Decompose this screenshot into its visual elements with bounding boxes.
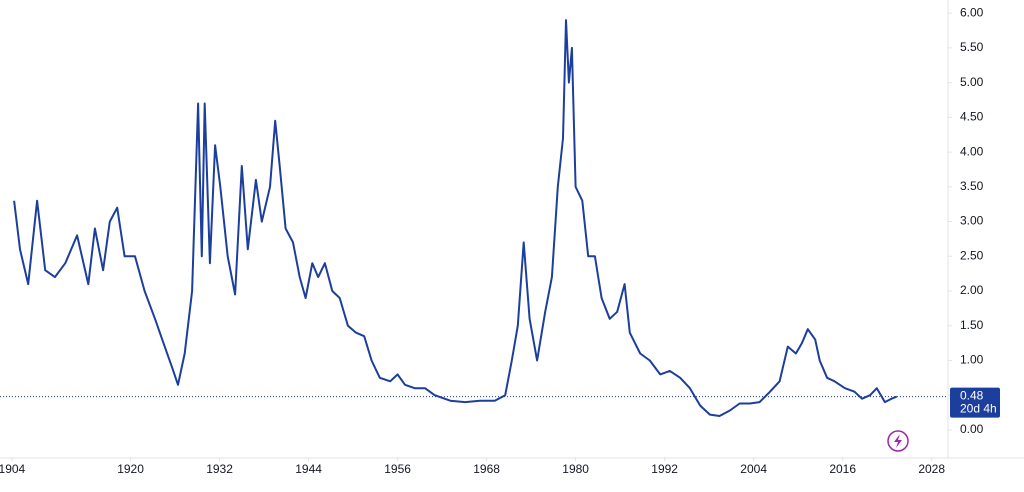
y-tick-label: 3.50 bbox=[960, 179, 984, 193]
price-line bbox=[13, 19, 898, 417]
y-tick-label: 6.00 bbox=[960, 5, 984, 19]
x-tick-label: 1944 bbox=[295, 462, 322, 476]
x-tick-label: 2016 bbox=[829, 462, 856, 476]
x-tick-label: 2004 bbox=[740, 462, 767, 476]
x-tick-label: 1992 bbox=[651, 462, 678, 476]
y-tick-label: 2.00 bbox=[960, 283, 984, 297]
x-tick-label: 1904 bbox=[0, 462, 26, 476]
icon-bolt bbox=[894, 434, 902, 448]
y-tick-label: 0.00 bbox=[960, 422, 984, 436]
x-tick-label: 1920 bbox=[117, 462, 144, 476]
y-tick-label: 3.00 bbox=[960, 214, 984, 228]
alert-icon[interactable] bbox=[887, 430, 909, 452]
last-price-box bbox=[950, 387, 1000, 418]
countdown-label: 20d 4h bbox=[960, 402, 997, 416]
icon-circle bbox=[887, 430, 909, 452]
x-tick-label: 1968 bbox=[473, 462, 500, 476]
x-tick-label: 1980 bbox=[562, 462, 589, 476]
y-tick-label: 1.00 bbox=[960, 353, 984, 367]
y-tick-label: 5.50 bbox=[960, 40, 984, 54]
y-tick-label: 4.00 bbox=[960, 144, 984, 158]
y-tick-label: 5.00 bbox=[960, 75, 984, 89]
y-tick-label: 1.50 bbox=[960, 318, 984, 332]
x-tick-label: 1932 bbox=[206, 462, 233, 476]
x-tick-label: 2028 bbox=[918, 462, 945, 476]
y-tick-label: 4.50 bbox=[960, 110, 984, 124]
last-price-label: 0.48 bbox=[960, 389, 984, 403]
x-tick-label: 1956 bbox=[384, 462, 411, 476]
y-tick-label: 2.50 bbox=[960, 248, 984, 262]
